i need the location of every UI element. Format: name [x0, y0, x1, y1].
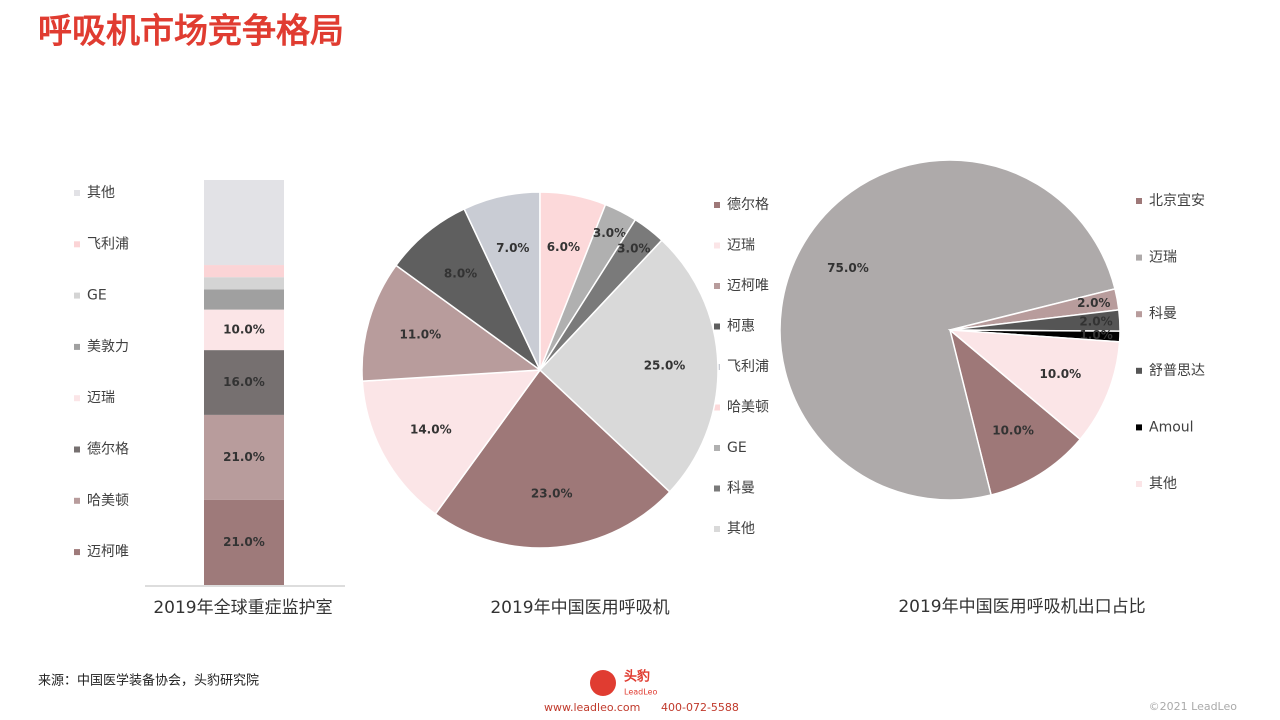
legend-marker [74, 446, 80, 453]
data-label: 10.0% [1040, 367, 1082, 381]
logo: 头豹 [624, 669, 650, 685]
legend-label: 美敦力 [87, 339, 129, 355]
data-label: 3.0% [617, 242, 650, 256]
logo-sub: LeadLeo [624, 688, 657, 697]
data-label: 23.0% [531, 487, 573, 501]
data-label: 1.0% [1079, 328, 1112, 342]
legend-marker [714, 445, 720, 451]
legend-label: 迈柯唯 [727, 278, 769, 294]
legend-marker [714, 323, 720, 330]
legend-marker [74, 497, 80, 504]
legend-marker [1136, 367, 1142, 374]
legend-label: 飞利浦 [87, 236, 129, 252]
bar-segment [204, 499, 284, 585]
legend-label: 德尔格 [727, 197, 769, 213]
legend-marker [1136, 254, 1142, 261]
legend-label: GE [87, 288, 107, 304]
pie-slice [779, 159, 1116, 501]
legend-label: 飞利浦 [727, 359, 769, 375]
copyright: ©2021 LeadLeo [1149, 700, 1238, 713]
legend-marker [74, 395, 80, 402]
bar-segment [204, 350, 284, 415]
legend-label: 迈瑞 [87, 390, 115, 406]
bar-segment [204, 414, 284, 500]
legend-label: 其他 [1149, 476, 1177, 492]
legend-label: 科曼 [727, 481, 755, 497]
legend-marker [714, 404, 720, 411]
legend-label: 迈柯唯 [87, 544, 129, 560]
phone: 400-072-5588 [661, 701, 739, 714]
legend-label: GE [727, 440, 747, 456]
legend-marker [74, 343, 80, 350]
legend-marker [714, 526, 720, 532]
legend-marker [1136, 311, 1142, 318]
legend-label: 迈瑞 [727, 238, 755, 254]
legend-label: 哈美顿 [87, 493, 129, 509]
page-title: 呼吸机市场竞争格局 [38, 12, 344, 52]
data-label: 75.0% [827, 261, 869, 275]
legend-label: 哈美顿 [727, 400, 769, 416]
bar-segment [204, 265, 284, 278]
bar-segment [204, 277, 284, 290]
legend-marker [74, 241, 80, 248]
pie-slice [361, 264, 543, 382]
pie-slice [948, 327, 1082, 496]
legend-marker [74, 292, 80, 299]
legend-label: 舒普思达 [1149, 363, 1205, 379]
bar-segment [204, 289, 284, 310]
legend-label: 迈瑞 [1149, 250, 1177, 266]
pie-slice [361, 369, 542, 516]
chart-title: 2019年中国医用呼吸机 [490, 598, 669, 618]
legend-label: 其他 [727, 521, 755, 537]
legend-label: Amoul [1149, 419, 1194, 435]
legend-marker [74, 549, 80, 556]
legend-marker [714, 283, 720, 289]
legend-label: 其他 [87, 185, 115, 201]
data-label: 6.0% [547, 240, 580, 254]
legend-marker [74, 190, 80, 196]
logo-icon [590, 670, 616, 696]
chart-title: 2019年中国医用呼吸机出口占比 [898, 597, 1145, 617]
pie-slice [394, 207, 541, 371]
legend-marker [714, 242, 720, 249]
data-label: 25.0% [644, 359, 686, 373]
data-label: 11.0% [400, 328, 442, 342]
data-label: 10.0% [223, 322, 265, 336]
legend-label: 科曼 [1149, 306, 1177, 322]
legend-marker [1136, 198, 1142, 204]
chart-title: 2019年全球重症监护室 [153, 598, 332, 618]
bar-segment [204, 309, 284, 351]
legend-marker [714, 202, 720, 208]
legend-label: 柯惠 [727, 319, 755, 335]
data-label: 14.0% [410, 423, 452, 437]
pie-slice [434, 368, 671, 549]
data-label: 2.0% [1079, 314, 1112, 328]
pie-slice [538, 239, 719, 493]
pie-slice [947, 329, 1121, 441]
source: 来源：中国医学装备协会，头豹研究院 [38, 673, 259, 689]
data-label: 10.0% [992, 423, 1034, 437]
website[interactable]: www.leadleo.com [544, 701, 640, 714]
data-label: 21.0% [223, 450, 265, 464]
data-label: 8.0% [444, 266, 477, 280]
legend-marker [714, 485, 720, 492]
data-label: 3.0% [593, 226, 626, 240]
legend-label: 德尔格 [87, 442, 129, 458]
data-label: 16.0% [223, 375, 265, 389]
bar-segment [204, 180, 284, 266]
data-label: 7.0% [496, 241, 529, 255]
data-label: 2.0% [1077, 296, 1110, 310]
data-label: 21.0% [223, 535, 265, 549]
legend-marker [1136, 481, 1142, 487]
legend-label: 北京宜安 [1149, 193, 1205, 209]
legend-marker [1136, 424, 1142, 431]
